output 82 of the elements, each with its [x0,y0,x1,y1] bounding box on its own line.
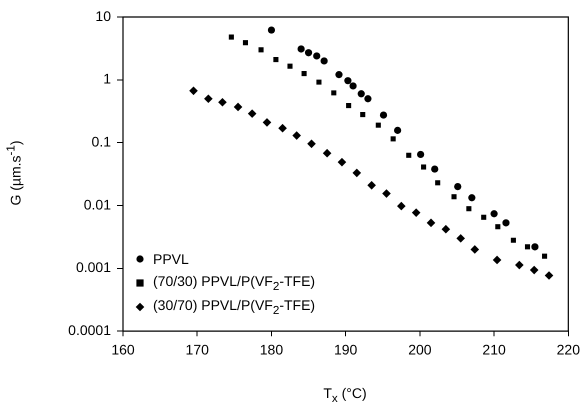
point [268,26,276,34]
point [262,118,272,127]
point [431,165,438,173]
point [304,49,312,56]
point [466,206,472,212]
point [390,136,396,142]
point [442,224,450,234]
x-tick-label: 220 [556,341,580,358]
point [302,70,307,76]
point [298,45,305,53]
point [451,194,457,200]
point [344,77,352,84]
point [524,244,530,250]
point [358,90,365,98]
point [544,271,554,280]
point [234,102,242,112]
point [320,57,328,65]
point [510,238,516,243]
point [367,180,376,190]
point [492,256,502,264]
point [380,111,388,119]
y-tick-label: 10 [95,8,112,24]
point [481,214,486,220]
point [218,98,227,107]
point [515,260,524,270]
point [382,189,391,198]
point [435,180,440,186]
y-tick-label: 1 [103,70,112,87]
point [454,183,462,190]
point [426,218,436,228]
y-tick-label: 0.001 [76,259,112,276]
point [322,148,332,158]
point [530,266,538,274]
point [397,202,406,210]
legend-label: (30/70) PPVL/P(VF$_{2}$-TFE) [153,297,316,318]
x-tick-label: 160 [111,341,135,358]
point [542,254,548,259]
point [376,122,381,128]
point [287,64,293,69]
point [417,150,424,158]
point [412,208,420,217]
y-tick-label: 0.01 [84,196,112,212]
point [346,102,352,108]
x-tick-label: 210 [482,341,506,358]
point [531,243,539,250]
point [456,234,465,243]
point [490,210,498,218]
point [394,126,402,134]
point [338,158,346,166]
point [352,168,362,178]
point [495,224,500,230]
point [242,40,248,46]
y-tick-label: 0.1 [92,134,112,150]
point [406,152,412,158]
point [273,57,278,62]
point [360,112,366,118]
legend-label: (70/30) PPVL/P(VF$_{2}$-TFE) [153,273,316,294]
point [316,80,322,85]
legend-label: PPVL [153,251,189,268]
point [258,47,264,52]
point [470,245,480,254]
point [307,139,316,148]
point [228,34,234,40]
point [364,95,372,102]
point [335,71,343,78]
x-tick-label: 190 [334,341,358,358]
point [313,52,320,60]
point [349,82,357,90]
point [292,131,301,140]
x-tick-label: 200 [408,341,432,358]
point [278,124,287,132]
x-axis-title: T$_{x}$ (°C) [323,385,367,405]
point [248,109,256,118]
point [421,164,426,170]
x-tick-label: 180 [260,341,284,358]
y-tick-label: 0.0001 [68,322,112,338]
point [189,86,198,96]
point [502,219,510,226]
x-tick-label: 170 [186,341,210,358]
point [468,194,476,202]
point [204,94,213,104]
point [331,90,336,96]
